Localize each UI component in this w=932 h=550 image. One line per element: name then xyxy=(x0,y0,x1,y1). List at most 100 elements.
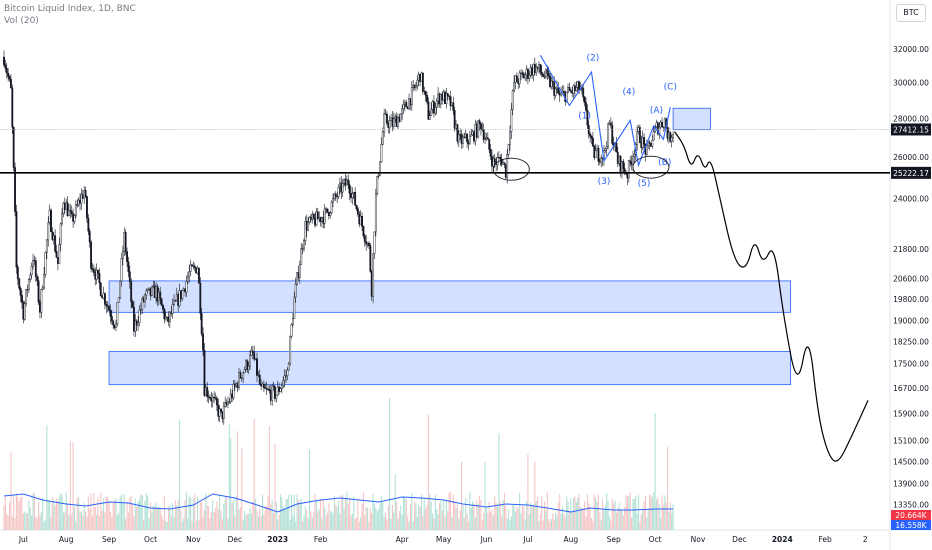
volume-bar xyxy=(516,506,518,530)
candle-body xyxy=(316,211,319,220)
candle-body xyxy=(40,289,43,313)
candle xyxy=(594,143,597,158)
volume-bar xyxy=(613,503,615,530)
volume-bar xyxy=(217,508,219,530)
volume-bar xyxy=(58,496,60,530)
volume-bar xyxy=(161,514,163,530)
volume-bar xyxy=(567,501,569,530)
volume-bar xyxy=(369,507,371,530)
candle xyxy=(424,90,427,102)
candle xyxy=(332,193,334,208)
volume-bar xyxy=(553,519,555,530)
candle xyxy=(466,133,469,149)
volume-bar xyxy=(429,493,431,530)
volume-bar xyxy=(592,520,594,530)
volume-bar xyxy=(582,508,584,530)
candle-body xyxy=(402,104,405,109)
candle xyxy=(37,276,40,305)
candle xyxy=(256,352,258,383)
volume-bar xyxy=(151,511,153,530)
candle-body xyxy=(605,146,608,149)
candle xyxy=(218,405,221,423)
volume-bar xyxy=(322,498,324,530)
volume-bar xyxy=(141,495,143,530)
volume-bar xyxy=(302,521,304,530)
volume-bar xyxy=(255,498,257,530)
volume-bar xyxy=(640,514,642,530)
volume-bar xyxy=(18,501,20,530)
candle-body xyxy=(381,131,384,145)
volume-bar xyxy=(478,496,481,530)
volume-bar xyxy=(383,517,385,530)
candle xyxy=(453,106,456,132)
candle xyxy=(16,264,19,285)
candle xyxy=(485,132,488,142)
candle-body xyxy=(354,192,357,206)
volume-bar xyxy=(545,510,547,530)
volume-bar xyxy=(463,517,465,530)
candle xyxy=(428,110,431,120)
x-tick-label: Oct xyxy=(144,535,157,544)
candle-body xyxy=(68,210,70,217)
volume-bar xyxy=(267,495,269,530)
volume-bar xyxy=(313,512,315,530)
candle-body xyxy=(355,205,358,210)
candle xyxy=(213,391,216,404)
candle-body xyxy=(453,110,456,129)
candle xyxy=(19,285,22,303)
volume-bar xyxy=(295,521,297,530)
volume-bar xyxy=(6,513,8,530)
y-tick-label: 24000.00 xyxy=(893,195,929,204)
symbol-button[interactable]: BTC xyxy=(896,4,926,22)
volume-bar xyxy=(343,508,345,530)
candle-body xyxy=(515,75,518,83)
volume-bar xyxy=(102,498,105,530)
candle-body xyxy=(493,158,496,163)
candle-body xyxy=(361,216,363,227)
volume-bar xyxy=(425,509,427,530)
volume-bar xyxy=(470,507,472,530)
candle xyxy=(69,204,72,219)
volume-bar xyxy=(64,512,66,530)
volume-bar xyxy=(134,498,136,530)
volume-bar xyxy=(662,504,664,530)
candle-body xyxy=(568,87,571,92)
candle xyxy=(651,135,654,149)
candle-body xyxy=(200,313,203,335)
volume-bar xyxy=(488,502,490,530)
candle xyxy=(636,125,639,151)
candle-body xyxy=(636,131,639,145)
volume-bar xyxy=(253,418,255,530)
candle xyxy=(215,395,218,412)
volume-bar xyxy=(444,516,446,530)
chart-title: Bitcoin Liquid Index, 1D, BNC xyxy=(4,4,136,14)
volume-bar xyxy=(532,505,535,530)
candle xyxy=(600,154,603,168)
volume-bar xyxy=(481,520,483,530)
candle-body xyxy=(583,96,586,103)
volume-bar xyxy=(17,496,19,530)
candle xyxy=(304,216,307,246)
candle xyxy=(203,343,206,397)
candle-body xyxy=(300,248,303,265)
volume-bar xyxy=(578,494,580,530)
volume-bar xyxy=(260,516,262,530)
candle-body xyxy=(368,242,370,246)
candle-body xyxy=(591,137,594,147)
volume-bar xyxy=(91,516,94,530)
volume-bar xyxy=(461,461,463,530)
candle-body xyxy=(627,160,630,179)
candle xyxy=(509,125,511,151)
candle xyxy=(524,72,527,81)
candle xyxy=(137,315,140,331)
volume-bar xyxy=(595,498,597,530)
candle xyxy=(54,229,57,254)
volume-bar xyxy=(87,496,89,530)
candle xyxy=(482,123,485,143)
candle-body xyxy=(74,204,77,216)
y-tick-label: 30000.00 xyxy=(893,78,929,87)
candle-body xyxy=(238,372,240,388)
candle xyxy=(66,196,69,217)
volume-bar xyxy=(297,499,300,530)
